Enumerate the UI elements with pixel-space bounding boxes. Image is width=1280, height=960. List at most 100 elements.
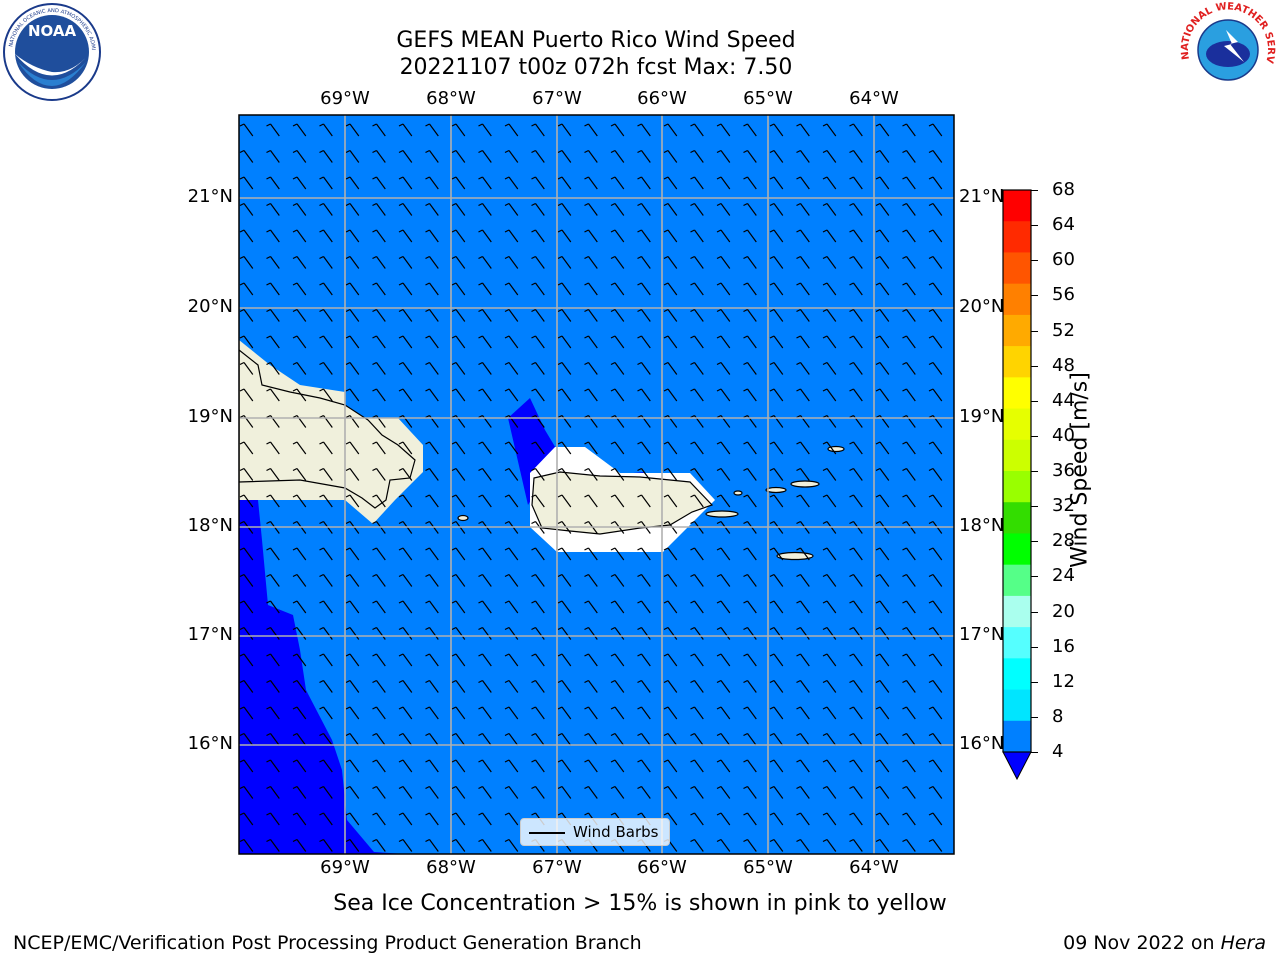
wind-barb-tick [743,202,748,207]
wind-barb [906,547,916,561]
colorbar-tick-mark [1031,400,1038,402]
wind-barb-tick [504,123,510,127]
wind-barb [508,309,519,322]
wind-barb-tick [796,255,801,260]
wind-barb [561,494,572,508]
colorbar-tick-mark [1031,435,1038,437]
colorbar-tick-mark [1031,471,1038,472]
wind-barb [641,547,651,561]
wind-barb-tick [372,732,377,737]
wind-barb-tick [478,573,483,578]
wind-barb [243,786,254,799]
wind-barb [932,362,943,375]
wind-barb-tick [769,759,775,763]
wind-barb [243,229,254,243]
wind-barb-tick [637,441,642,445]
wind-barb-tick [928,706,934,710]
wind-barb [879,123,890,137]
wind-barb-tick [690,335,695,339]
wind-barb [879,256,890,269]
wind-barb-tick [531,759,536,763]
wind-barb [667,441,678,455]
wind-barb [561,574,572,587]
wind-barb [323,574,333,587]
wind-barb-tick [478,414,483,419]
wind-barb [296,600,307,614]
wind-barb-tick [398,838,404,843]
wind-barb-tick [292,388,298,392]
wind-barb-tick [663,785,669,790]
lat-label-right: 17°N [959,624,1005,645]
wind-barb [747,335,757,349]
wind-barb-tick [504,626,510,631]
wind-barb [482,176,492,190]
wind-barb [906,123,916,137]
wind-barb-tick [478,626,483,631]
wind-barb [588,123,598,137]
wind-barb-tick [531,308,536,313]
wind-barb [376,706,386,720]
wind-barb-tick [345,335,351,339]
wind-barb-tick [239,494,245,498]
wind-barb-tick [769,626,775,631]
wind-barb [826,547,837,561]
wind-barb [588,176,598,190]
lat-label-right: 20°N [959,296,1005,317]
wind-barb-tick [239,838,245,843]
wind-barb [349,388,360,402]
wind-barb [455,600,466,614]
wind-barb-tick [690,785,695,790]
wind-barb-tick [398,176,404,180]
wind-barb-tick [875,759,881,763]
wind-barb-tick [398,441,404,445]
wind-barb-tick [928,414,934,419]
wind-barb-tick [849,467,854,472]
wind-barb [906,388,916,402]
wind-barb-tick [822,361,828,366]
wind-barb-tick [504,679,510,684]
wind-barb-tick [610,361,616,366]
wind-barb-tick [716,229,722,233]
wind-barb-tick [849,547,854,551]
wind-barb-tick [345,679,351,684]
wind-barb-tick [716,123,722,127]
wind-barb-tick [796,547,801,551]
wind-barb-tick [425,202,430,207]
wind-barb [853,176,863,190]
colorbar-segments [1003,190,1031,753]
wind-barb [747,839,757,852]
wind-barb [694,574,704,587]
wind-barb-tick [584,679,589,684]
wind-barb [455,733,466,746]
wind-barb-tick [663,123,669,127]
lat-label-right: 16°N [959,733,1005,754]
wind-barb-tick [557,812,563,816]
wind-barb-tick [796,679,801,684]
wind-barb-tick [372,467,377,472]
wind-barb-tick [451,812,457,816]
wind-barb-tick [849,600,854,604]
wind-barb-tick [902,202,907,207]
wind-barb-tick [319,202,324,207]
wind-barb-tick [584,149,589,154]
wind-barb [720,627,731,640]
wind-barb-tick [292,573,298,578]
wind-barb-tick [743,732,748,737]
wind-barb-tick [637,388,642,392]
wind-barb [482,282,492,296]
wind-barb-tick [345,547,351,551]
wind-barb [561,150,572,163]
wind-barb-tick [425,706,430,710]
wind-barb [243,839,254,852]
wind-barb-tick [743,706,748,710]
wind-barb [773,229,784,243]
wind-barb [800,203,810,216]
wind-barb-tick [372,547,377,551]
wind-barb [588,759,598,773]
wind-barb [720,282,731,296]
wind-barb-tick [769,732,775,737]
wind-barb-tick [796,361,801,366]
wind-barb [561,441,572,455]
wind-barb-tick [875,785,881,790]
wind-barb-tick [504,229,510,233]
